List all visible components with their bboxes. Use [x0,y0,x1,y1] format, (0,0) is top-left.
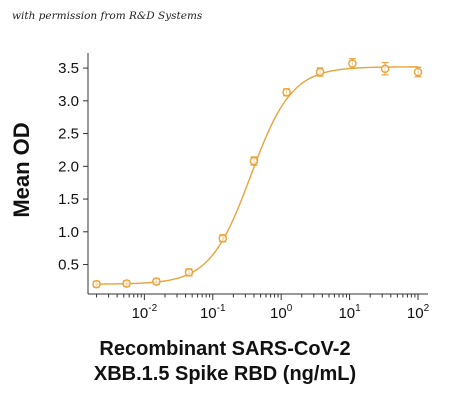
data-marker [348,59,357,68]
data-point [218,234,228,243]
y-axis-title: Mean OD [9,122,34,217]
data-marker [92,279,101,289]
y-tick-label: 1.5 [58,191,79,208]
dose-response-chart: 0.51.01.52.02.53.03.5 10-2 10-1 100 101 102 … [9,53,430,322]
x-axis-title-line-2: XBB.1.5 Spike RBD (ng/mL) [93,363,357,385]
data-marker [184,268,194,277]
x-tick-label: 10-2 [132,303,158,322]
data-marker [152,277,161,286]
y-tick-label: 0.5 [58,257,79,274]
data-point [348,58,357,69]
data-point [315,67,325,77]
axes [83,53,428,300]
data-point [152,277,161,286]
data-marker [282,88,291,97]
data-point [380,62,390,76]
data-marker [380,64,390,74]
x-axis-title: Recombinant SARS-CoV-2 XBB.1.5 Spike RBD… [0,337,450,387]
data-point [413,66,423,78]
x-tick-labels: 10-2 10-1 100 101 102 [132,303,430,322]
data-point [249,156,259,166]
data-marker [315,67,325,77]
data-point [92,279,101,289]
y-tick-label: 3.5 [58,60,79,77]
x-tick-label: 101 [338,303,361,322]
data-marker [413,67,423,77]
y-tick-label: 2.0 [58,158,79,175]
y-tick-label: 3.0 [58,93,79,110]
data-points-layer [92,58,423,289]
y-tick-labels: 0.5 1.0 1.5 2.0 2.5 3.0 3.5 [58,60,79,273]
x-axis-title-line-1: Recombinant SARS-CoV-2 [99,338,351,360]
data-point [282,88,291,97]
permission-caption: with permission from R&D Systems [12,10,203,22]
fit-curve-layer [96,66,418,285]
data-marker [249,156,259,166]
x-tick-label: 102 [407,303,430,322]
y-tick-label: 2.5 [58,126,79,143]
data-point [122,279,131,288]
data-marker [218,234,228,243]
x-tick-label: 10-1 [200,303,226,322]
x-tick-label: 100 [270,303,293,322]
y-tick-label: 1.0 [58,224,79,241]
data-point [184,268,194,277]
data-marker [122,279,131,288]
fit-curve [96,66,418,285]
